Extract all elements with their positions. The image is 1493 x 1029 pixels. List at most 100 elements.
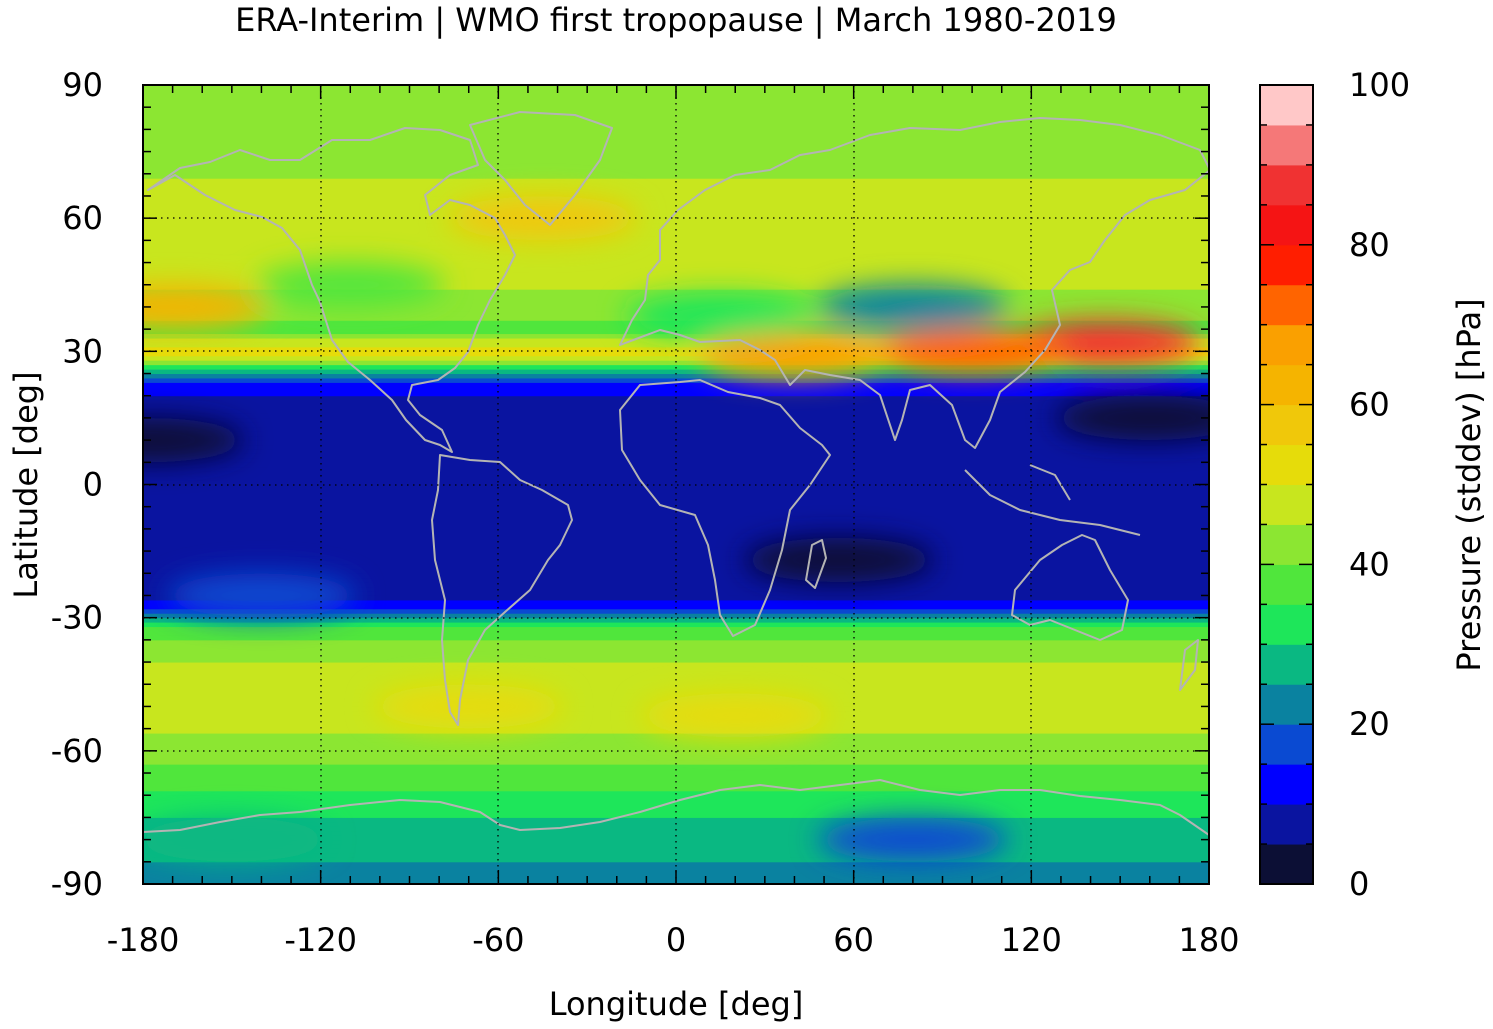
- coastline-south-america: [431, 454, 573, 726]
- zonal-band: [143, 639, 1209, 645]
- x-axis-tick-labels: -180 -120 -60 0 60 120 180: [107, 921, 1240, 959]
- zonal-band: [143, 847, 1209, 854]
- coastline-africa: [619, 379, 831, 637]
- zonal-band: [143, 199, 1209, 206]
- colorbar-level: [1260, 484, 1313, 525]
- zonal-band: [143, 586, 1209, 592]
- zonal-band: [143, 368, 1209, 375]
- x-axis-label: Longitude [deg]: [549, 985, 804, 1023]
- zonal-band: [143, 177, 1209, 184]
- zonal-band: [143, 484, 1209, 490]
- coastline-north-america: [147, 127, 516, 453]
- x-tick-label: 0: [666, 921, 686, 959]
- zonal-band: [143, 142, 1209, 148]
- y-tick-label: 30: [62, 332, 103, 370]
- zonal-band: [143, 213, 1209, 219]
- zonal-band: [143, 288, 1209, 295]
- x-tick-label: 60: [833, 921, 874, 959]
- zonal-band: [143, 594, 1209, 601]
- zonal-band: [143, 133, 1209, 139]
- colorbar-level: [1260, 204, 1313, 246]
- colorbar-level: [1260, 244, 1313, 286]
- y-axis-label: Latitude [deg]: [7, 371, 45, 598]
- coastline-greenland: [469, 111, 613, 226]
- zonal-band: [143, 559, 1209, 565]
- zonal-band: [143, 186, 1209, 193]
- zonal-band: [143, 768, 1209, 774]
- zonal-band: [143, 679, 1209, 685]
- zonal-band: [143, 528, 1209, 534]
- zonal-band: [143, 661, 1209, 667]
- colorbar-level: [1260, 444, 1313, 485]
- regional-features: [143, 196, 1209, 862]
- colorbar-level: [1260, 364, 1313, 406]
- zonal-band: [143, 759, 1209, 765]
- colorbar-tick-label: 20: [1349, 705, 1390, 743]
- coastline-eurasia: [619, 117, 1209, 449]
- zonal-band: [143, 97, 1209, 104]
- colorbar-level: [1260, 604, 1313, 645]
- zonal-band: [143, 519, 1209, 525]
- zonal-band: [143, 643, 1209, 650]
- zonal-band: [143, 834, 1209, 841]
- zonal-band: [143, 159, 1209, 166]
- zonal-band: [143, 830, 1209, 836]
- zonal-band: [143, 546, 1209, 552]
- zonal-band: [143, 239, 1209, 246]
- zonal-band: [143, 741, 1209, 747]
- x-tick-label: 180: [1178, 921, 1239, 959]
- colorbar-level: [1260, 764, 1313, 805]
- zonal-band: [143, 235, 1209, 241]
- colorbar-level: [1260, 324, 1313, 366]
- zonal-band: [143, 692, 1209, 699]
- regional-feature: [166, 573, 357, 618]
- x-tick-label: -60: [472, 921, 524, 959]
- zonal-band: [143, 475, 1209, 481]
- zonal-band: [143, 217, 1209, 224]
- grid: [143, 85, 1209, 884]
- zonal-band: [143, 128, 1209, 135]
- colorbar-level: [1260, 524, 1313, 565]
- zonal-band: [143, 590, 1209, 596]
- zonal-band: [143, 248, 1209, 255]
- zonal-band: [143, 390, 1209, 397]
- zonal-band: [143, 350, 1209, 357]
- colorbar-level: [1260, 724, 1313, 765]
- colorbar-tick-label: 60: [1349, 386, 1390, 424]
- zonal-band: [143, 168, 1209, 175]
- colorbar-level: [1260, 404, 1313, 446]
- zonal-band: [143, 776, 1209, 783]
- regional-feature: [373, 684, 564, 729]
- zonal-band: [143, 852, 1209, 858]
- zonal-band: [143, 732, 1209, 739]
- x-tick-label: -120: [284, 921, 357, 959]
- colorbar-tick-label: 40: [1349, 545, 1390, 583]
- zonal-band: [143, 523, 1209, 530]
- zonal-band: [143, 355, 1209, 361]
- heatmap-field: [143, 85, 1209, 884]
- y-tick-label: 60: [62, 199, 103, 237]
- zonal-band: [143, 612, 1209, 619]
- regional-feature: [743, 537, 934, 582]
- zonal-band: [143, 541, 1209, 548]
- zonal-band: [143, 164, 1209, 170]
- colorbar-level: [1260, 85, 1313, 126]
- zonal-band: [143, 253, 1209, 259]
- zonal-band: [143, 688, 1209, 694]
- colorbar-tick-label: 100: [1349, 66, 1410, 104]
- colorbar-tick-label: 80: [1349, 226, 1390, 264]
- zonal-band: [143, 284, 1209, 290]
- zonal-band: [143, 608, 1209, 614]
- colorbar-level: [1260, 564, 1313, 605]
- regional-feature: [143, 284, 268, 329]
- zonal-band: [143, 630, 1209, 636]
- zonal-band: [143, 120, 1209, 126]
- zonal-band: [143, 204, 1209, 210]
- regional-feature: [640, 693, 831, 738]
- zonal-band: [143, 488, 1209, 494]
- zonal-band: [143, 408, 1209, 414]
- regional-feature: [817, 817, 1008, 862]
- zonal-band: [143, 426, 1209, 432]
- zonal-band: [143, 572, 1209, 579]
